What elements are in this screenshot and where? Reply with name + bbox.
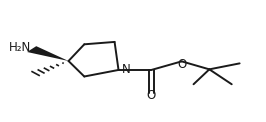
Text: O: O	[147, 89, 156, 102]
Text: H₂N: H₂N	[9, 41, 31, 54]
Text: N: N	[122, 63, 130, 76]
Polygon shape	[27, 46, 69, 61]
Text: O: O	[178, 58, 187, 71]
